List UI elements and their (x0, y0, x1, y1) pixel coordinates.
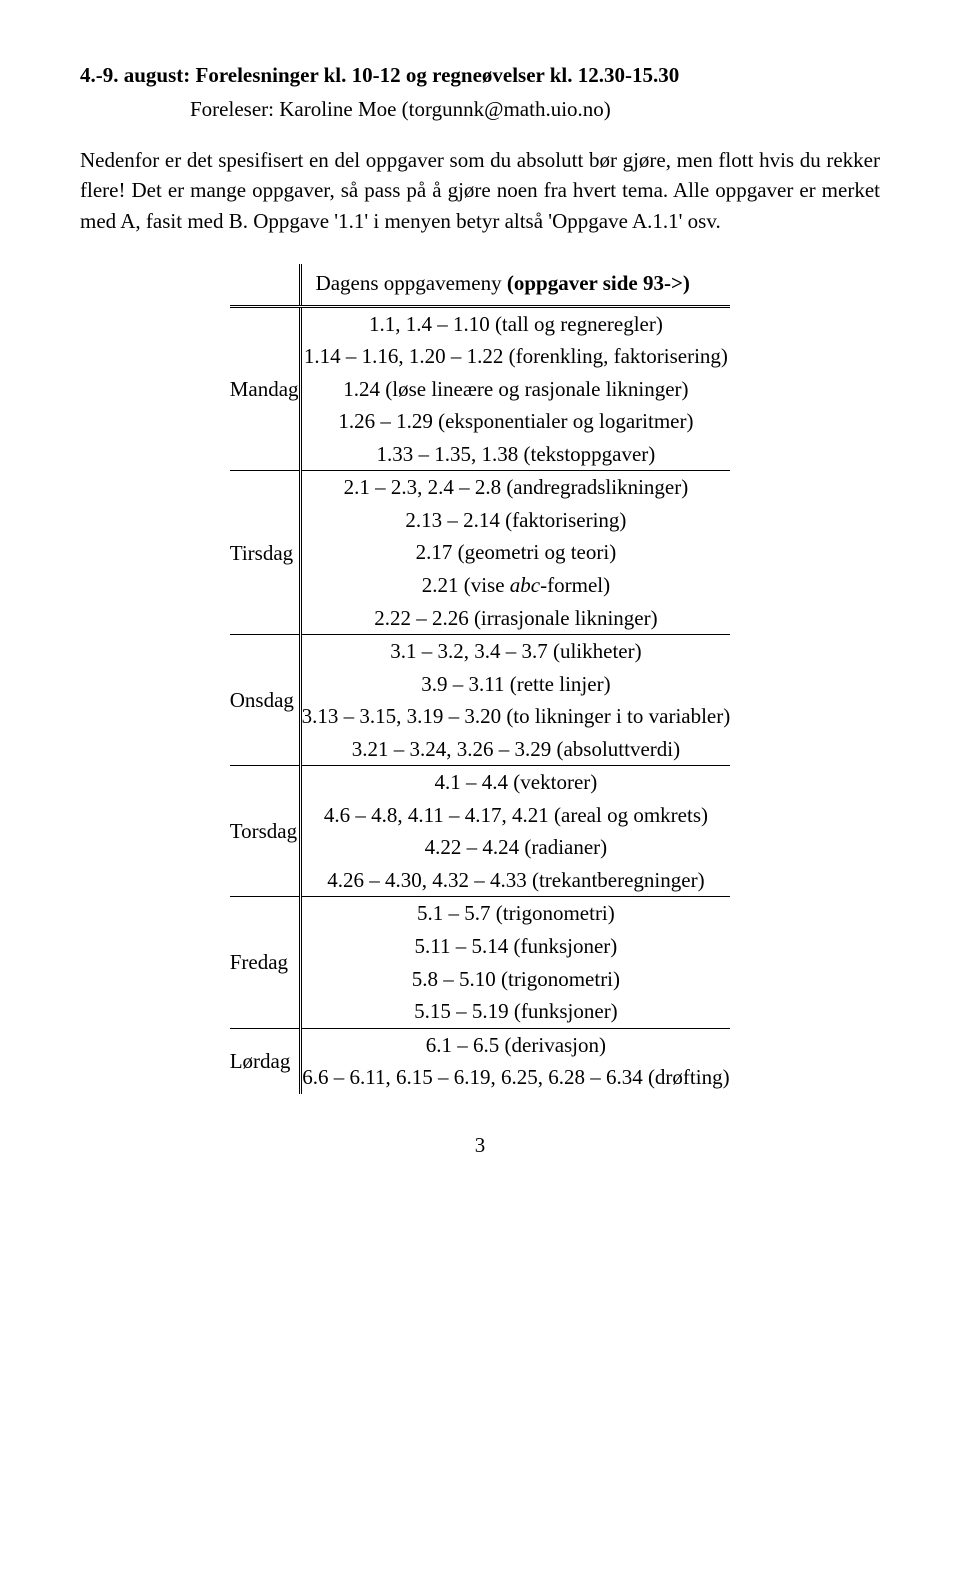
tirsdag-line-3: 2.21 (vise abc-formel) (302, 569, 731, 602)
fredag-line-3: 5.15 – 5.19 (funksjoner) (302, 995, 731, 1028)
row-lordag: Lørdag 6.1 – 6.5 (derivasjon) 6.6 – 6.11… (230, 1028, 731, 1094)
mandag-line-4: 1.33 – 1.35, 1.38 (tekstoppgaver) (302, 438, 731, 471)
page-number: 3 (80, 1130, 880, 1160)
heading-line-1: 4.-9. august: Forelesninger kl. 10-12 og… (80, 60, 880, 90)
row-fredag: Fredag 5.1 – 5.7 (trigonometri) 5.11 – 5… (230, 897, 731, 1028)
fredag-line-0: 5.1 – 5.7 (trigonometri) (302, 897, 731, 930)
onsdag-line-2: 3.13 – 3.15, 3.19 – 3.20 (to likninger i… (302, 700, 731, 733)
row-torsdag: Torsdag 4.1 – 4.4 (vektorer) 4.6 – 4.8, … (230, 766, 731, 897)
content-fredag: 5.1 – 5.7 (trigonometri) 5.11 – 5.14 (fu… (300, 897, 730, 1028)
day-lordag: Lørdag (230, 1028, 300, 1094)
mandag-line-1: 1.14 – 1.16, 1.20 – 1.22 (forenkling, fa… (302, 340, 731, 373)
day-mandag: Mandag (230, 306, 300, 471)
onsdag-line-3: 3.21 – 3.24, 3.26 – 3.29 (absoluttverdi) (302, 733, 731, 766)
day-torsdag: Torsdag (230, 766, 300, 897)
intro-paragraph: Nedenfor er det spesifisert en del oppga… (80, 145, 880, 236)
content-mandag: 1.1, 1.4 – 1.10 (tall og regneregler) 1.… (300, 306, 730, 471)
row-tirsdag: Tirsdag 2.1 – 2.3, 2.4 – 2.8 (andregrads… (230, 471, 731, 635)
heading-line-2: Foreleser: Karoline Moe (torgunnk@math.u… (80, 94, 880, 124)
table-header-row: Dagens oppgavemeny (oppgaver side 93->) (230, 264, 731, 306)
fredag-line-2: 5.8 – 5.10 (trigonometri) (302, 963, 731, 996)
onsdag-line-1: 3.9 – 3.11 (rette linjer) (302, 668, 731, 701)
torsdag-line-0: 4.1 – 4.4 (vektorer) (302, 766, 731, 799)
torsdag-line-2: 4.22 – 4.24 (radianer) (302, 831, 731, 864)
onsdag-line-0: 3.1 – 3.2, 3.4 – 3.7 (ulikheter) (302, 635, 731, 668)
header-title-cell: Dagens oppgavemeny (oppgaver side 93->) (300, 264, 730, 306)
schedule-table: Dagens oppgavemeny (oppgaver side 93->) … (230, 264, 731, 1094)
lordag-line-0: 6.1 – 6.5 (derivasjon) (302, 1029, 731, 1062)
fredag-line-1: 5.11 – 5.14 (funksjoner) (302, 930, 731, 963)
row-onsdag: Onsdag 3.1 – 3.2, 3.4 – 3.7 (ulikheter) … (230, 635, 731, 766)
content-tirsdag: 2.1 – 2.3, 2.4 – 2.8 (andregradslikninge… (300, 471, 730, 635)
content-lordag: 6.1 – 6.5 (derivasjon) 6.6 – 6.11, 6.15 … (300, 1028, 730, 1094)
tirsdag-line-4: 2.22 – 2.26 (irrasjonale likninger) (302, 602, 731, 635)
day-tirsdag: Tirsdag (230, 471, 300, 635)
table-header-bold: (oppgaver side 93->) (507, 271, 690, 295)
lordag-line-1: 6.6 – 6.11, 6.15 – 6.19, 6.25, 6.28 – 6.… (302, 1061, 731, 1094)
header-empty-cell (230, 264, 300, 306)
tirsdag-line-2: 2.17 (geometri og teori) (302, 536, 731, 569)
torsdag-line-1: 4.6 – 4.8, 4.11 – 4.17, 4.21 (areal og o… (302, 799, 731, 832)
mandag-line-0: 1.1, 1.4 – 1.10 (tall og regneregler) (302, 308, 731, 341)
lecturer-text: Foreleser: Karoline Moe (torgunnk@math.u… (190, 97, 611, 121)
torsdag-line-3: 4.26 – 4.30, 4.32 – 4.33 (trekantberegni… (302, 864, 731, 897)
table-header-prefix: Dagens oppgavemeny (316, 271, 507, 295)
day-fredag: Fredag (230, 897, 300, 1028)
heading-bold: 4.-9. august: Forelesninger kl. 10-12 og… (80, 63, 679, 87)
tirsdag-line-1: 2.13 – 2.14 (faktorisering) (302, 504, 731, 537)
mandag-line-2: 1.24 (løse lineære og rasjonale likninge… (302, 373, 731, 406)
mandag-line-3: 1.26 – 1.29 (eksponentialer og logaritme… (302, 405, 731, 438)
content-onsdag: 3.1 – 3.2, 3.4 – 3.7 (ulikheter) 3.9 – 3… (300, 635, 730, 766)
day-onsdag: Onsdag (230, 635, 300, 766)
content-torsdag: 4.1 – 4.4 (vektorer) 4.6 – 4.8, 4.11 – 4… (300, 766, 730, 897)
row-mandag: Mandag 1.1, 1.4 – 1.10 (tall og regnereg… (230, 306, 731, 471)
tirsdag-line-0: 2.1 – 2.3, 2.4 – 2.8 (andregradslikninge… (302, 471, 731, 504)
abc-italic: abc (510, 573, 540, 597)
